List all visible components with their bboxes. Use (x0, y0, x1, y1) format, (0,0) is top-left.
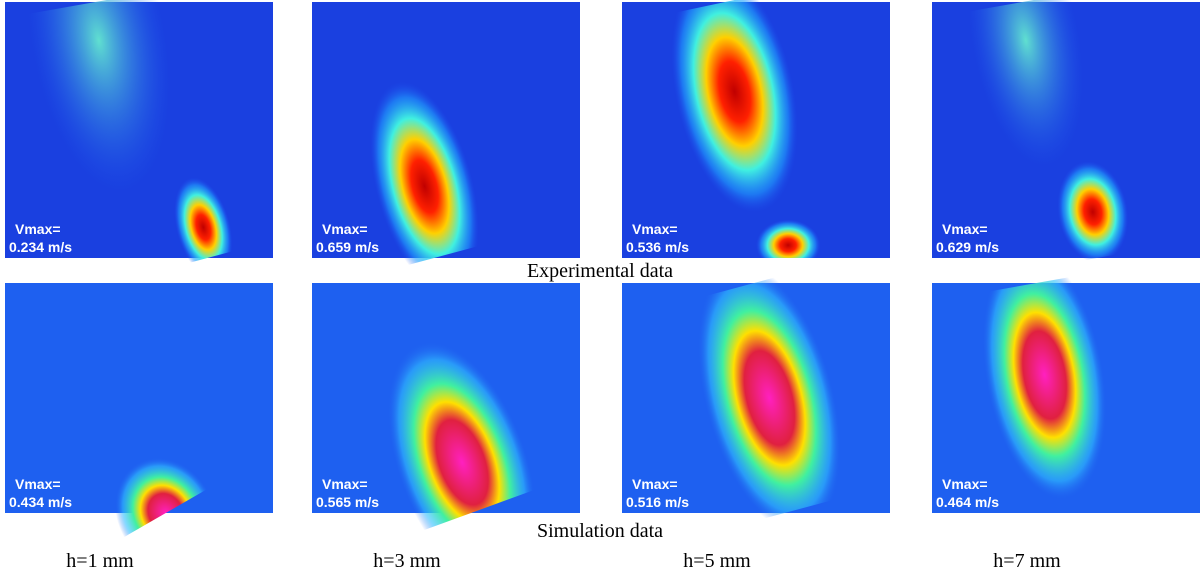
vmax-value: 0.434 m/s (9, 494, 72, 510)
velocity-blob (370, 81, 479, 285)
column-label: h=7 mm (993, 550, 1061, 572)
vmax-value: 0.516 m/s (626, 494, 689, 510)
vmax-value: 0.565 m/s (316, 494, 379, 510)
row-caption: Simulation data (537, 520, 663, 542)
velocity-blob (671, 0, 798, 213)
vmax-label: Vmax= (632, 476, 678, 492)
vmax-label: Vmax= (15, 476, 61, 492)
vmax-value: 0.464 m/s (936, 494, 999, 510)
column-label: h=1 mm (66, 550, 134, 572)
vmax-value: 0.536 m/s (626, 239, 689, 255)
velocity-blob (697, 263, 842, 533)
vmax-value: 0.659 m/s (316, 239, 379, 255)
vmax-label: Vmax= (632, 221, 678, 237)
velocity-blob (27, 0, 170, 193)
vmax-value: 0.629 m/s (936, 239, 999, 255)
column-label: h=3 mm (373, 550, 441, 572)
velocity-blob (756, 219, 821, 258)
velocity-blob (174, 177, 233, 278)
velocity-blob (982, 257, 1107, 500)
velocity-blob (1057, 161, 1129, 263)
row-caption: Experimental data (527, 260, 673, 282)
vmax-label: Vmax= (322, 476, 368, 492)
column-label: h=5 mm (683, 550, 751, 572)
vmax-label: Vmax= (322, 221, 368, 237)
vmax-label: Vmax= (15, 221, 61, 237)
vmax-label: Vmax= (942, 476, 988, 492)
vmax-label: Vmax= (942, 221, 988, 237)
velocity-blob (968, 0, 1084, 167)
vmax-value: 0.234 m/s (9, 239, 72, 255)
